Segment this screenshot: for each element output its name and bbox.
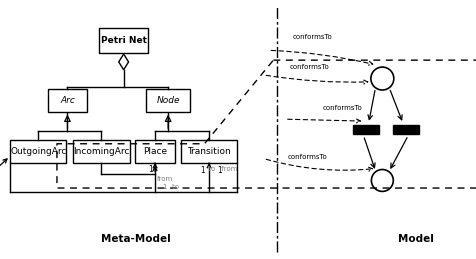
Text: Meta-Model: Meta-Model: [101, 234, 170, 244]
Text: conformsTo: conformsTo: [293, 34, 333, 40]
Bar: [73, 140, 129, 163]
Bar: [393, 125, 418, 134]
Text: Place: Place: [143, 147, 167, 156]
Text: 1: 1: [200, 166, 205, 175]
Bar: [181, 140, 237, 163]
Bar: [146, 89, 190, 112]
Text: from: from: [219, 166, 238, 171]
Bar: [10, 140, 66, 163]
Text: conformsTo: conformsTo: [290, 64, 329, 70]
Bar: [353, 125, 379, 134]
Text: IncomingArc: IncomingArc: [73, 147, 129, 156]
Bar: [48, 89, 88, 112]
Text: Model: Model: [398, 234, 434, 244]
Text: conformsTo: conformsTo: [322, 105, 362, 111]
Bar: [99, 28, 148, 53]
Text: conformsTo: conformsTo: [288, 154, 327, 161]
Text: Arc: Arc: [60, 96, 75, 105]
Text: 1: 1: [217, 166, 222, 175]
Text: 1  to: 1 to: [163, 184, 179, 190]
Text: OutgoingArc: OutgoingArc: [10, 147, 66, 156]
Text: Transition: Transition: [187, 147, 231, 156]
Text: Node: Node: [157, 96, 180, 105]
Text: to: to: [206, 166, 216, 171]
Bar: [135, 140, 175, 163]
Text: Petri Net: Petri Net: [100, 36, 147, 45]
Text: 1: 1: [149, 164, 153, 174]
Text: from: from: [157, 176, 173, 182]
